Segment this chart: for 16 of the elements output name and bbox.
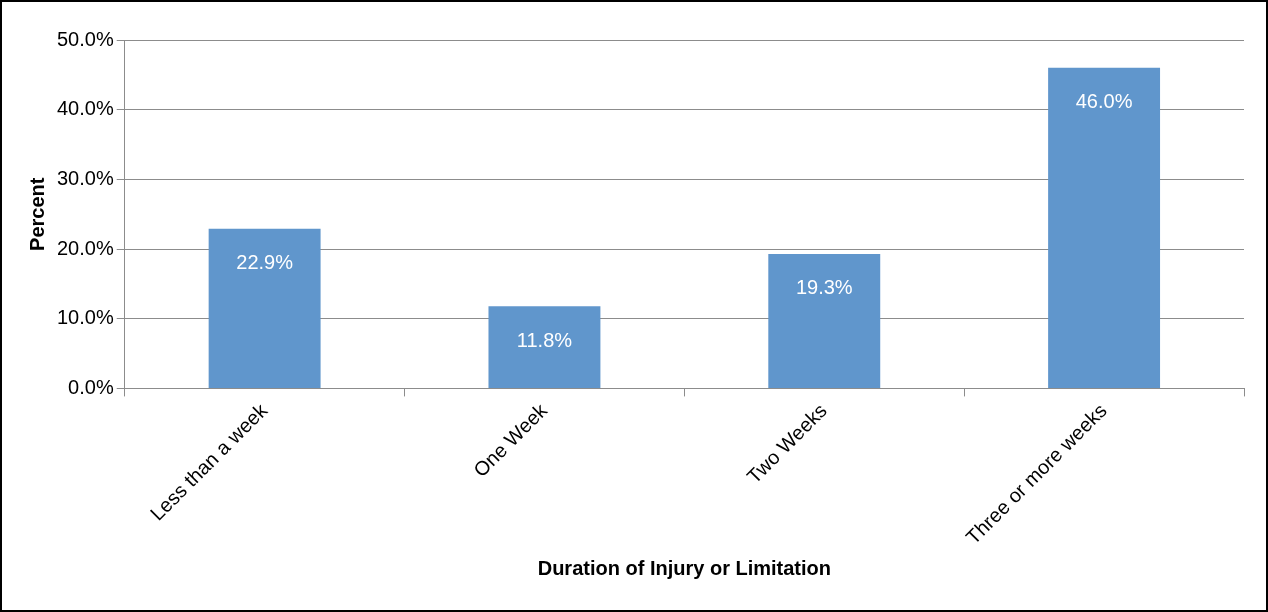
y-tick-label: 0.0% — [68, 375, 114, 398]
bar — [768, 253, 881, 388]
bar — [208, 228, 321, 388]
y-tick-label: 20.0% — [56, 236, 114, 259]
y-axis-title: Percent — [25, 177, 48, 251]
y-tick-label: 30.0% — [56, 166, 114, 189]
data-label: 19.3% — [795, 276, 853, 299]
x-axis-title: Duration of Injury or Limitation — [537, 556, 832, 579]
data-label: 22.9% — [236, 251, 294, 274]
data-label: 46.0% — [1075, 90, 1133, 113]
y-tick-label: 10.0% — [56, 306, 114, 329]
data-label: 11.8% — [516, 328, 573, 351]
y-tick-label: 50.0% — [56, 27, 114, 50]
y-tick-label: 40.0% — [56, 97, 114, 120]
bar — [1048, 67, 1161, 388]
bar — [488, 306, 601, 388]
